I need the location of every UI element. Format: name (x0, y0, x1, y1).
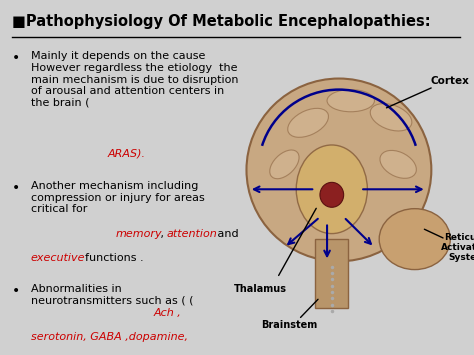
Text: memory: memory (115, 229, 162, 239)
Ellipse shape (270, 150, 299, 179)
Text: Mainly it depends on the cause
However regardless the etiology  the
main mechani: Mainly it depends on the cause However r… (31, 51, 238, 108)
Text: attention: attention (166, 229, 217, 239)
Text: Brainstem: Brainstem (261, 320, 317, 330)
Text: and: and (214, 229, 238, 239)
Ellipse shape (327, 89, 374, 112)
Text: Thalamus: Thalamus (234, 284, 287, 294)
Ellipse shape (288, 108, 328, 137)
Ellipse shape (380, 151, 416, 178)
Text: •: • (12, 284, 20, 298)
Text: ■Pathophysiology Of Metabolic Encephalopathies:: ■Pathophysiology Of Metabolic Encephalop… (12, 14, 430, 29)
Text: serotonin, GABA ,dopamine,: serotonin, GABA ,dopamine, (31, 332, 188, 342)
Text: ,: , (157, 229, 164, 239)
Polygon shape (315, 239, 348, 308)
Ellipse shape (246, 78, 431, 261)
Text: Abnormalities in
neurotransmitters such as ( (: Abnormalities in neurotransmitters such … (31, 284, 193, 306)
Text: Reticular
Activating
System: Reticular Activating System (441, 233, 474, 262)
Ellipse shape (379, 209, 450, 269)
Ellipse shape (370, 104, 412, 131)
Text: ARAS).: ARAS). (108, 148, 146, 158)
Text: Ach ,: Ach , (153, 308, 181, 318)
Text: Cortex: Cortex (431, 76, 470, 86)
Text: functions .: functions . (78, 253, 144, 263)
Ellipse shape (296, 145, 367, 234)
Text: Another mechanism including
compression or injury for areas
critical for: Another mechanism including compression … (31, 181, 205, 214)
Ellipse shape (320, 182, 344, 207)
Text: •: • (12, 51, 20, 65)
Text: •: • (12, 181, 20, 195)
Text: executive: executive (31, 253, 85, 263)
